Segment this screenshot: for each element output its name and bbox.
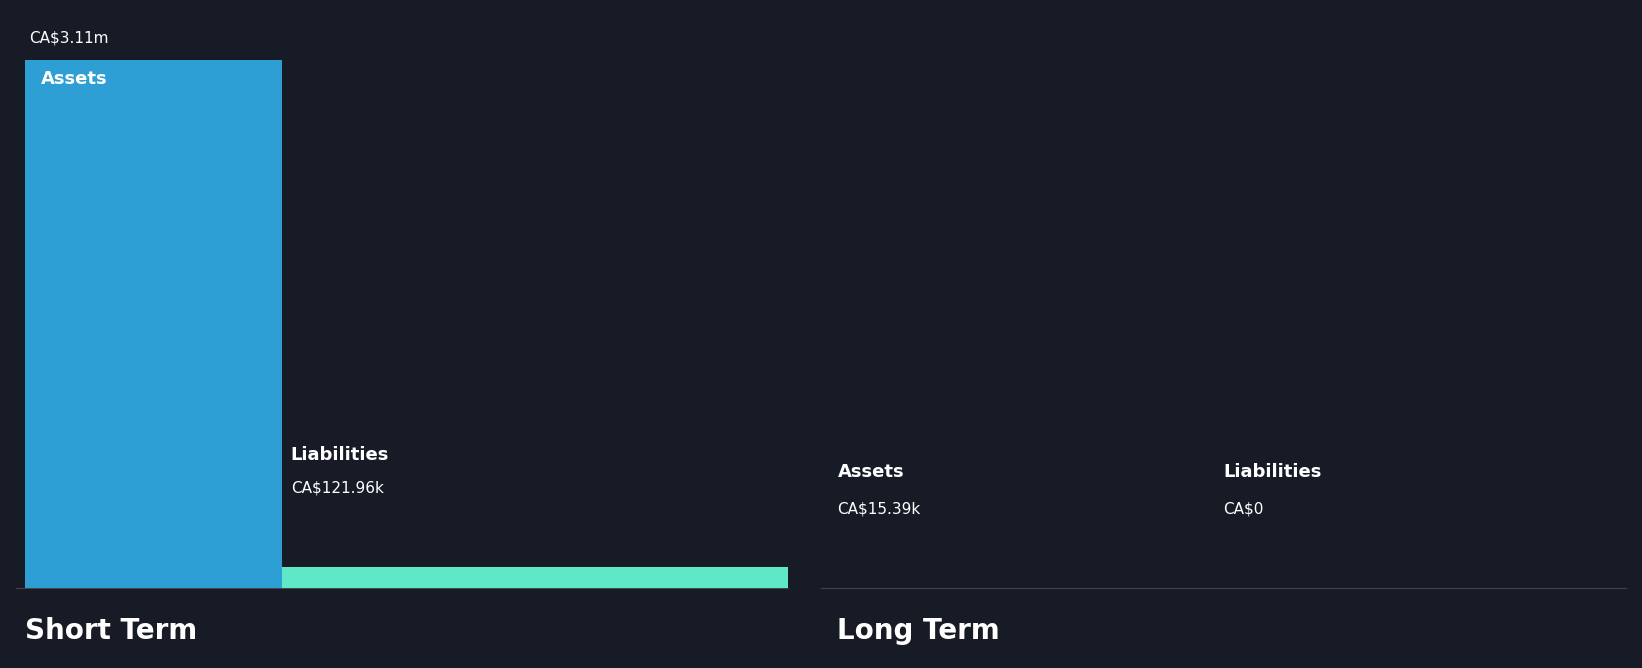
Text: Liabilities: Liabilities bbox=[291, 446, 389, 464]
Text: CA$3.11m: CA$3.11m bbox=[30, 31, 108, 45]
Text: CA$0: CA$0 bbox=[1223, 501, 1264, 516]
Bar bbox=[282, 567, 788, 588]
Text: Liabilities: Liabilities bbox=[1223, 463, 1322, 481]
Bar bbox=[25, 60, 282, 588]
Text: CA$15.39k: CA$15.39k bbox=[837, 501, 921, 516]
Text: Long Term: Long Term bbox=[837, 617, 1000, 645]
Text: CA$121.96k: CA$121.96k bbox=[291, 480, 384, 495]
Text: Assets: Assets bbox=[41, 70, 108, 88]
Text: Assets: Assets bbox=[837, 463, 905, 481]
Text: Short Term: Short Term bbox=[25, 617, 197, 645]
